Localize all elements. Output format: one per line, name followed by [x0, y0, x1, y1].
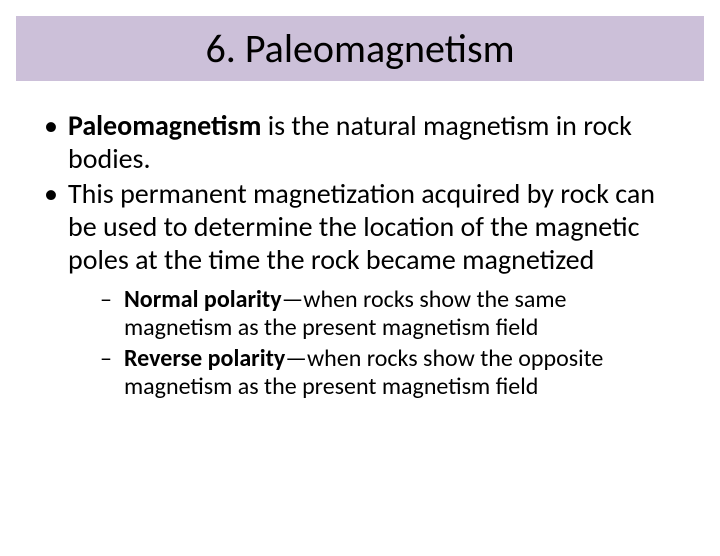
bullet-list: Paleomagnetism is the natural magnetism … [40, 109, 680, 401]
bullet-item: Paleomagnetism is the natural magnetism … [40, 109, 680, 175]
sub-item: Reverse polarity—when rocks show the opp… [68, 345, 680, 402]
sub-item: Normal polarity—when rocks show the same… [68, 286, 680, 343]
sub-bold-lead: Reverse polarity [124, 344, 285, 373]
title-bar: 6. Paleomagnetism [16, 16, 704, 81]
bullet-bold-lead: Paleomagnetism [68, 108, 261, 143]
sub-bold-lead: Normal polarity [124, 285, 282, 314]
bullet-text: This permanent magnetization acquired by… [68, 176, 655, 277]
sub-list: Normal polarity—when rocks show the same… [68, 286, 680, 401]
slide-title: 6. Paleomagnetism [16, 24, 704, 73]
slide-content: Paleomagnetism is the natural magnetism … [0, 81, 720, 401]
bullet-item: This permanent magnetization acquired by… [40, 177, 680, 401]
